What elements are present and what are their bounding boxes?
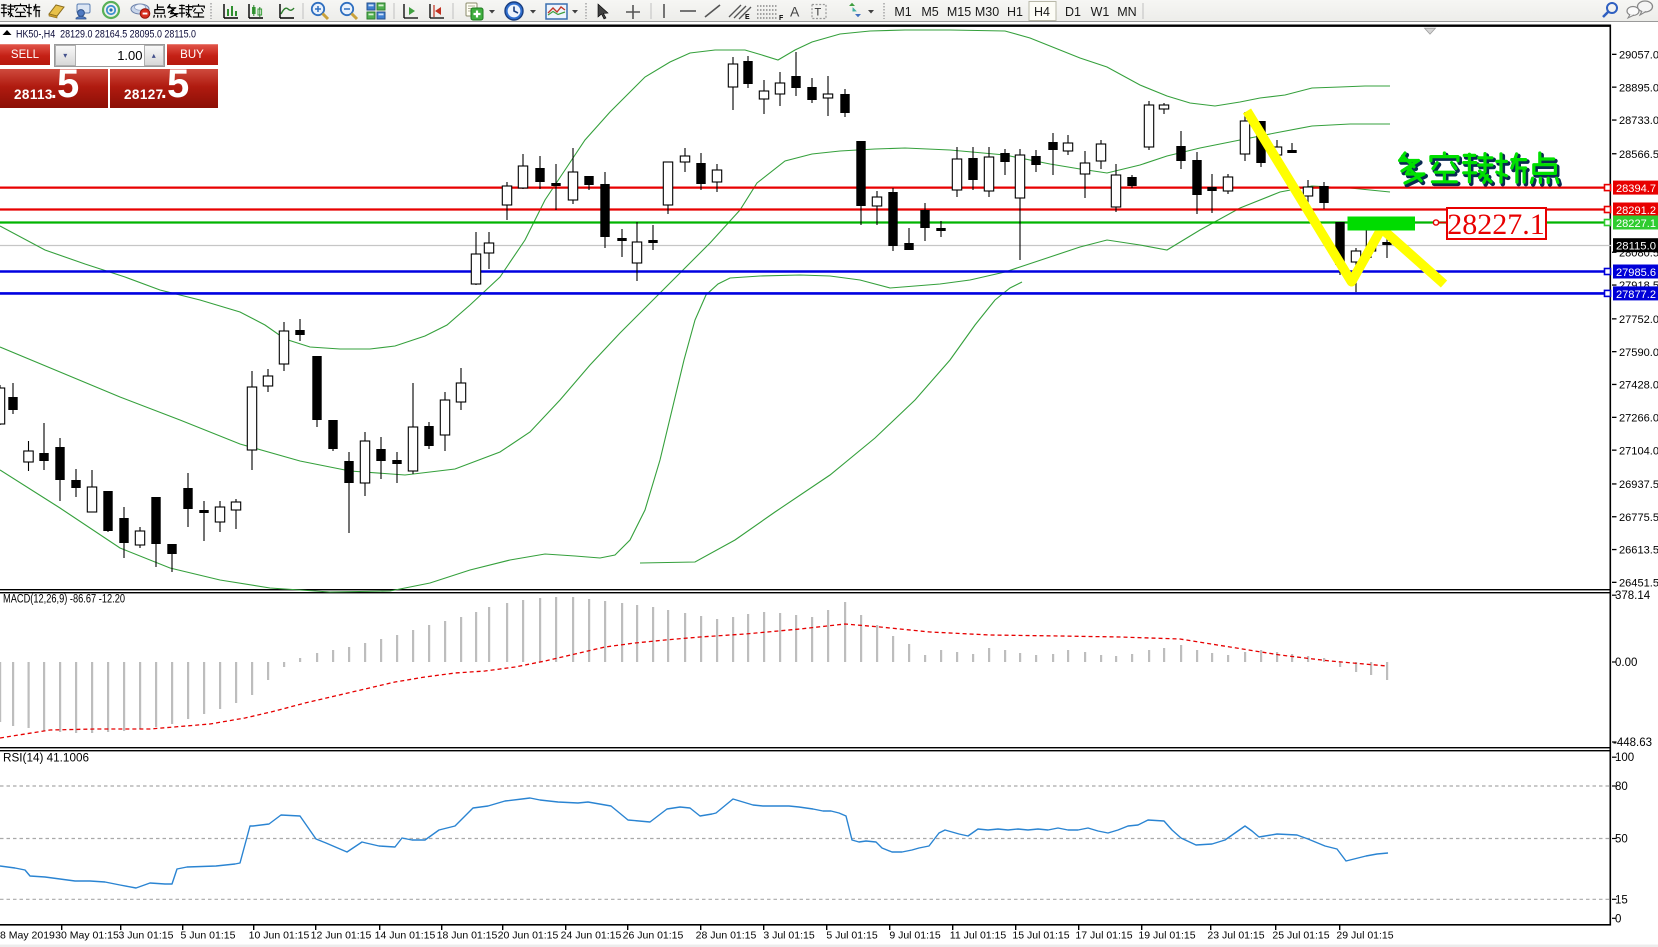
svg-text:F: F	[779, 15, 784, 22]
svg-text:26613.5: 26613.5	[1619, 545, 1658, 557]
svg-text:28 Jun 01:15: 28 Jun 01:15	[696, 930, 757, 942]
svg-text:11 Jul 01:15: 11 Jul 01:15	[950, 930, 1007, 942]
svg-text:14 Jun 01:15: 14 Jun 01:15	[375, 930, 436, 942]
svg-text:18 Jun 01:15: 18 Jun 01:15	[437, 930, 498, 942]
svg-text:28733.0: 28733.0	[1619, 115, 1658, 127]
svg-text:26775.5: 26775.5	[1619, 512, 1658, 524]
svg-text:28291.2: 28291.2	[1616, 205, 1656, 217]
svg-text:A: A	[790, 4, 800, 20]
svg-text:80: 80	[1615, 781, 1628, 793]
svg-text:5 Jul 01:15: 5 Jul 01:15	[826, 930, 878, 942]
svg-text:26451.5: 26451.5	[1619, 578, 1658, 590]
svg-text:M30: M30	[975, 5, 999, 19]
svg-text:15 Jul 01:15: 15 Jul 01:15	[1012, 930, 1069, 942]
svg-text:28895.0: 28895.0	[1619, 82, 1658, 94]
svg-text:E: E	[745, 14, 750, 21]
svg-text:100: 100	[1615, 752, 1634, 764]
svg-text:29057.0: 29057.0	[1619, 50, 1658, 62]
svg-text:RSI(14) 41.1006: RSI(14) 41.1006	[3, 753, 89, 765]
svg-text:24 Jun 01:15: 24 Jun 01:15	[561, 930, 622, 942]
svg-text:3 Jul 01:15: 3 Jul 01:15	[763, 930, 815, 942]
svg-text:12 Jun 01:15: 12 Jun 01:15	[311, 930, 372, 942]
svg-text:W1: W1	[1091, 5, 1110, 19]
svg-text:20 Jun 01:15: 20 Jun 01:15	[498, 930, 559, 942]
svg-text:10 Jun 01:15: 10 Jun 01:15	[249, 930, 310, 942]
svg-text:26937.5: 26937.5	[1619, 479, 1658, 491]
svg-text:19 Jul 01:15: 19 Jul 01:15	[1138, 930, 1195, 942]
svg-text:M1: M1	[894, 5, 911, 19]
svg-text:D1: D1	[1065, 5, 1081, 19]
svg-text:29 Jul 01:15: 29 Jul 01:15	[1336, 930, 1393, 942]
svg-text:27428.0: 27428.0	[1619, 380, 1658, 392]
svg-text:H1: H1	[1007, 5, 1023, 19]
svg-text:28566.5: 28566.5	[1619, 149, 1658, 161]
svg-text:M5: M5	[921, 5, 938, 19]
svg-text:9 Jul 01:15: 9 Jul 01:15	[889, 930, 941, 942]
svg-text:H4: H4	[1034, 5, 1050, 19]
svg-text:50: 50	[1615, 834, 1628, 846]
svg-text:15: 15	[1615, 894, 1628, 906]
svg-text:23 Jul 01:15: 23 Jul 01:15	[1207, 930, 1264, 942]
svg-text:27877.2: 27877.2	[1616, 289, 1656, 301]
svg-text:27590.0: 27590.0	[1619, 347, 1658, 359]
svg-text:MN: MN	[1117, 5, 1136, 19]
svg-text:27752.0: 27752.0	[1619, 314, 1658, 326]
svg-text:28115.0: 28115.0	[1616, 241, 1656, 253]
svg-text:0: 0	[1615, 913, 1621, 925]
svg-text:17 Jul 01:15: 17 Jul 01:15	[1075, 930, 1132, 942]
svg-text:27266.0: 27266.0	[1619, 413, 1658, 425]
svg-text:28227.1: 28227.1	[1447, 208, 1545, 241]
svg-text:28394.7: 28394.7	[1616, 183, 1656, 195]
svg-text:MACD(12,26,9) -86.67 -12.20: MACD(12,26,9) -86.67 -12.20	[3, 594, 125, 606]
svg-text:30 May 01:15: 30 May 01:15	[55, 930, 119, 942]
svg-text:25 Jul 01:15: 25 Jul 01:15	[1272, 930, 1329, 942]
svg-text:27985.6: 27985.6	[1616, 267, 1656, 279]
svg-text:HK50-,H4 28129.0 28164.5 2809: HK50-,H4 28129.0 28164.5 28095.0 28115.0	[16, 29, 196, 41]
svg-text:T: T	[815, 7, 822, 19]
svg-text:378.14: 378.14	[1615, 590, 1651, 602]
svg-text:M15: M15	[947, 5, 971, 19]
svg-text:28227.1: 28227.1	[1616, 218, 1656, 230]
svg-text:8 May 2019: 8 May 2019	[0, 930, 55, 942]
svg-text:5 Jun 01:15: 5 Jun 01:15	[181, 930, 236, 942]
svg-text:26 Jun 01:15: 26 Jun 01:15	[623, 930, 684, 942]
svg-text:3 Jun 01:15: 3 Jun 01:15	[119, 930, 174, 942]
svg-text:-448.63: -448.63	[1613, 737, 1652, 749]
svg-text:0.00: 0.00	[1615, 657, 1637, 669]
svg-text:27104.0: 27104.0	[1619, 445, 1658, 457]
